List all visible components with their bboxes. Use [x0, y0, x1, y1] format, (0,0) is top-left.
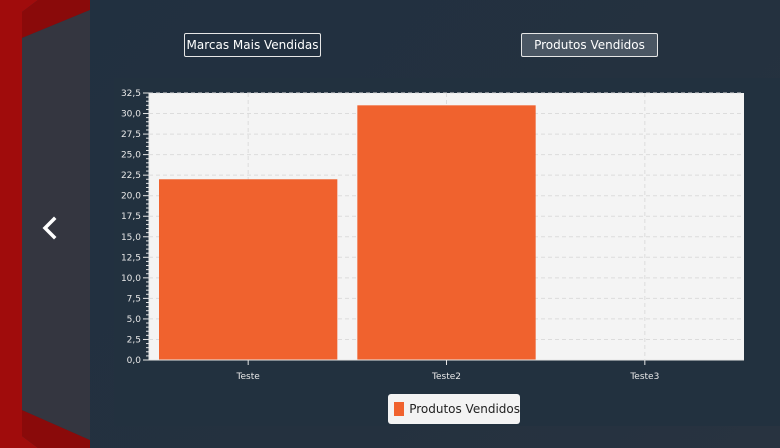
y-tick-label: 12,5	[121, 253, 141, 263]
y-tick-label: 17,5	[121, 212, 141, 222]
bar-teste	[159, 179, 338, 360]
y-tick-label: 7,5	[127, 294, 141, 304]
left-nav-decoration	[0, 0, 90, 448]
y-tick-label: 25,0	[121, 151, 141, 161]
bar-teste2	[357, 105, 536, 360]
y-tick-label: 5,0	[127, 315, 142, 325]
bar-chart: 0,0 2,5 5,0 7,5 10,0 12,5 15,0 17,5 20,0 22,5 25,0…	[121, 89, 744, 382]
x-tick-label: Teste3	[629, 372, 659, 382]
y-tick-label: 27,5	[121, 130, 141, 140]
main-panel: Marcas Mais Vendidas Produtos Vendidos 0…	[90, 0, 780, 448]
y-tick-label: 30,0	[121, 110, 141, 120]
legend-swatch	[394, 402, 405, 416]
chart-panel: 0,0 2,5 5,0 7,5 10,0 12,5 15,0 17,5 20,0 22,5 25,0…	[114, 78, 780, 426]
y-tick-label: 32,5	[121, 89, 141, 99]
chart-legend[interactable]: Produtos Vendidos	[388, 394, 520, 424]
y-tick-label: 22,5	[121, 171, 141, 181]
top-products-button[interactable]: Produtos Vendidos	[521, 33, 658, 57]
left-nav-bar	[0, 0, 90, 448]
top-brands-button[interactable]: Marcas Mais Vendidas	[184, 33, 321, 57]
y-tick-label: 2,5	[127, 335, 141, 345]
x-tick-label: Teste	[236, 372, 261, 382]
x-tick-label: Teste2	[431, 372, 461, 382]
chevron-left-icon	[42, 216, 57, 240]
y-tick-label: 0,0	[127, 356, 142, 366]
y-tick-label: 20,0	[121, 192, 141, 202]
y-tick-label: 15,0	[121, 233, 141, 243]
y-tick-label: 10,0	[121, 274, 141, 284]
legend-label: Produtos Vendidos	[409, 402, 520, 416]
back-button[interactable]	[40, 216, 70, 250]
